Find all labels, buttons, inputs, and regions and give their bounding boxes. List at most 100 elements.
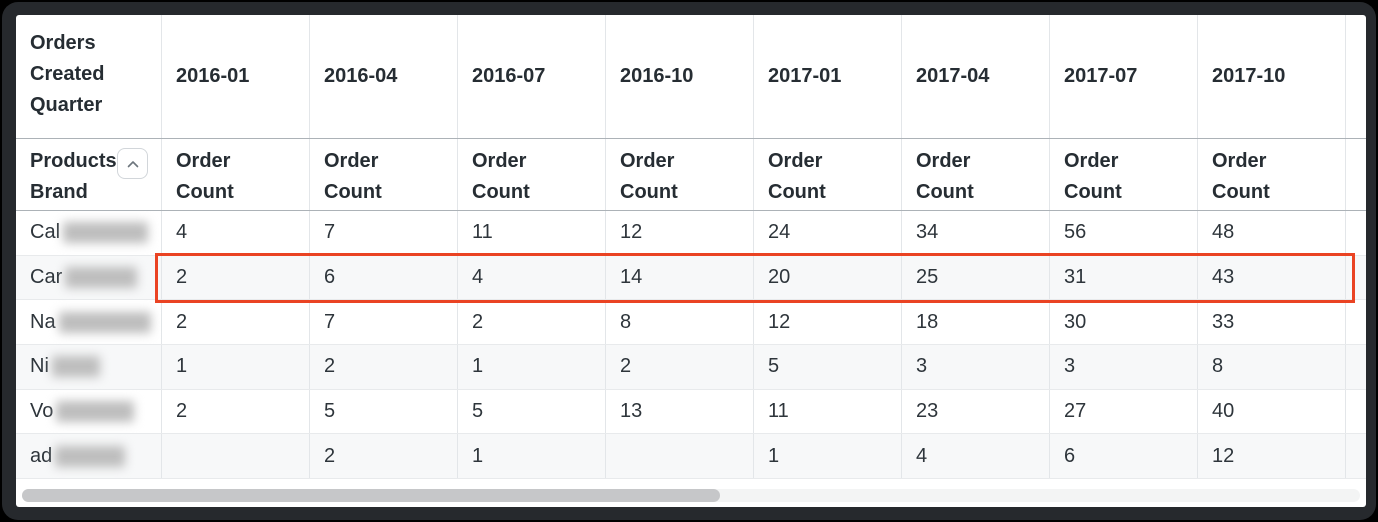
table-body: Cal 4 7 11 12 24 34 56 48 Car 2 6 4 14 20 25 31 43 Na 2 7 2 8 1… xyxy=(16,211,1366,480)
value-cell[interactable]: 4 xyxy=(458,255,606,300)
value-cell[interactable]: 5 xyxy=(754,345,902,389)
value-cell[interactable]: 5 xyxy=(310,389,458,434)
value-cell[interactable]: 3 xyxy=(902,345,1050,389)
quarter-header[interactable]: 2016-04 xyxy=(310,15,458,138)
value-cell[interactable]: 8 xyxy=(606,300,754,345)
value-cell[interactable]: 4 xyxy=(162,211,310,255)
quarter-header[interactable]: 2017-01 xyxy=(754,15,902,138)
value-cell[interactable]: 56 xyxy=(1050,211,1198,255)
value-cell[interactable]: 25 xyxy=(902,255,1050,300)
brand-cell[interactable]: Na xyxy=(16,300,162,345)
value-cell[interactable] xyxy=(606,434,754,479)
value-cell[interactable]: 2 xyxy=(162,300,310,345)
value-cell[interactable]: 12 xyxy=(754,300,902,345)
redaction-blur xyxy=(51,356,100,378)
table-row: Na 2 7 2 8 12 18 30 33 xyxy=(16,300,1366,346)
value-cell[interactable]: 1 xyxy=(162,345,310,389)
value-cell[interactable]: 5 xyxy=(458,389,606,434)
value-cell[interactable]: 2 xyxy=(310,434,458,479)
value-cell[interactable]: 4 xyxy=(902,434,1050,479)
value-cell[interactable]: 7 xyxy=(310,300,458,345)
value-cell[interactable]: 48 xyxy=(1198,211,1346,255)
value-cell[interactable]: 2 xyxy=(310,345,458,389)
row-filler xyxy=(1346,211,1366,255)
measure-header[interactable]: Order Count xyxy=(606,139,754,210)
value-cell[interactable]: 14 xyxy=(606,255,754,300)
value-cell[interactable]: 43 xyxy=(1198,255,1346,300)
value-cell[interactable]: 11 xyxy=(458,211,606,255)
value-cell[interactable]: 27 xyxy=(1050,389,1198,434)
measure-header[interactable]: Order Count xyxy=(754,139,902,210)
value-cell[interactable]: 12 xyxy=(606,211,754,255)
redaction-blur xyxy=(56,401,135,423)
value-cell[interactable]: 11 xyxy=(754,389,902,434)
horizontal-scrollbar-thumb[interactable] xyxy=(22,489,720,502)
value-cell[interactable]: 34 xyxy=(902,211,1050,255)
value-cell[interactable]: 7 xyxy=(310,211,458,255)
value-cell[interactable] xyxy=(162,434,310,479)
value-cell[interactable]: 1 xyxy=(754,434,902,479)
quarter-header[interactable]: 2017-07 xyxy=(1050,15,1198,138)
row-filler xyxy=(1346,390,1366,434)
row-dimension-header[interactable]: Products Brand xyxy=(16,139,162,210)
value-cell[interactable]: 2 xyxy=(162,389,310,434)
row-dimension-label: Products Brand xyxy=(30,150,117,203)
value-cell[interactable]: 20 xyxy=(754,255,902,300)
value-cell[interactable]: 3 xyxy=(1050,345,1198,389)
value-cell[interactable]: 13 xyxy=(606,389,754,434)
measure-header[interactable]: Order Count xyxy=(162,139,310,210)
measure-header[interactable]: Order Count xyxy=(902,139,1050,210)
value-cell[interactable]: 33 xyxy=(1198,300,1346,345)
measure-header[interactable]: Order Count xyxy=(310,139,458,210)
value-cell[interactable]: 1 xyxy=(458,434,606,479)
brand-prefix: Cal xyxy=(30,221,61,244)
measure-header[interactable]: Order Count xyxy=(1050,139,1198,210)
quarter-header[interactable]: 2017-10 xyxy=(1198,15,1346,138)
measure-header-label: Order Count xyxy=(176,150,234,203)
brand-cell[interactable]: ad xyxy=(16,434,162,479)
row-filler xyxy=(1346,434,1366,478)
value-cell[interactable]: 2 xyxy=(162,255,310,300)
row-filler xyxy=(1346,256,1366,300)
value-cell[interactable]: 6 xyxy=(310,255,458,300)
horizontal-scrollbar-track[interactable] xyxy=(22,489,1360,502)
quarter-header[interactable]: 2016-01 xyxy=(162,15,310,138)
brand-prefix: Vo xyxy=(30,400,54,423)
measure-header-label: Order Count xyxy=(1212,150,1270,203)
table-row: Car 2 6 4 14 20 25 31 43 xyxy=(16,255,1366,301)
quarter-header[interactable]: 2016-07 xyxy=(458,15,606,138)
chevron-up-icon xyxy=(126,159,140,169)
measure-header[interactable]: Order Count xyxy=(458,139,606,210)
value-cell[interactable]: 12 xyxy=(1198,434,1346,479)
pivot-corner-label: Orders Created Quarter xyxy=(16,15,162,138)
value-cell[interactable]: 23 xyxy=(902,389,1050,434)
quarter-header[interactable]: 2016-10 xyxy=(606,15,754,138)
value-cell[interactable]: 1 xyxy=(458,345,606,389)
value-cell[interactable]: 8 xyxy=(1198,345,1346,389)
measure-header-label: Order Count xyxy=(620,150,678,203)
measure-header[interactable]: Order Count xyxy=(1198,139,1346,210)
redaction-blur xyxy=(63,222,149,244)
header-filler xyxy=(1346,15,1366,138)
quarter-header[interactable]: 2017-04 xyxy=(902,15,1050,138)
value-cell[interactable]: 30 xyxy=(1050,300,1198,345)
header-filler xyxy=(1346,139,1366,210)
value-cell[interactable]: 2 xyxy=(458,300,606,345)
row-filler xyxy=(1346,345,1366,389)
value-cell[interactable]: 2 xyxy=(606,345,754,389)
brand-cell[interactable]: Cal xyxy=(16,211,162,255)
brand-prefix: Car xyxy=(30,266,63,289)
value-cell[interactable]: 24 xyxy=(754,211,902,255)
measure-header-row: Products Brand Order Count Order Count Ord… xyxy=(16,139,1366,211)
value-cell[interactable]: 18 xyxy=(902,300,1050,345)
brand-cell[interactable]: Car xyxy=(16,255,162,300)
redaction-blur xyxy=(65,267,138,289)
value-cell[interactable]: 40 xyxy=(1198,389,1346,434)
brand-cell[interactable]: Ni xyxy=(16,345,162,389)
sort-direction-button[interactable] xyxy=(117,148,148,179)
value-cell[interactable]: 31 xyxy=(1050,255,1198,300)
redaction-blur xyxy=(55,445,126,467)
brand-cell[interactable]: Vo xyxy=(16,389,162,434)
value-cell[interactable]: 6 xyxy=(1050,434,1198,479)
measure-headers: Order Count Order Count Order Count Order C… xyxy=(162,139,1346,210)
